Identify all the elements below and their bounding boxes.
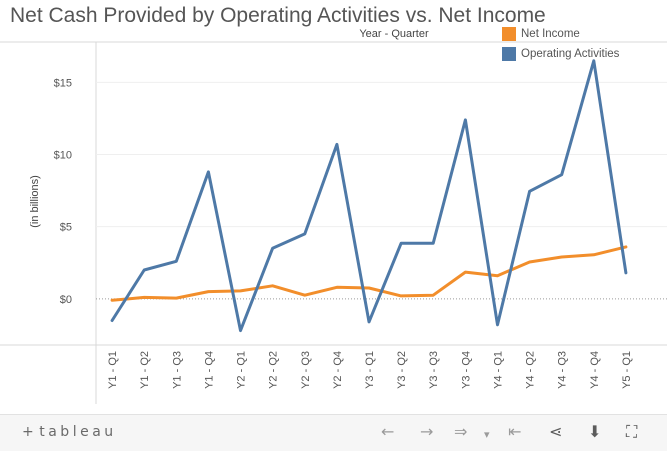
x-tick-label: Y4 - Q2 [525,351,537,389]
legend-label-net-income: Net Income [521,28,580,40]
y-tick-label: $10 [54,150,72,162]
x-tick-label: Y3 - Q1 [364,351,376,389]
x-tick-label: Y4 - Q4 [589,351,601,389]
revert-dropdown-icon[interactable]: ▾ [484,428,490,441]
tableau-wordmark: tableau [39,424,117,440]
x-tick-label: Y1 - Q1 [107,351,119,389]
x-tick-label: Y3 - Q4 [460,351,472,389]
x-tick-label: Y3 - Q3 [428,351,440,389]
x-tick-label: Y2 - Q3 [300,351,312,389]
legend-item-net-income[interactable]: Net Income [502,24,619,44]
x-tick-label: Y2 - Q1 [236,351,248,389]
x-tick-label: Y2 - Q4 [332,351,344,389]
legend-swatch-operating-activities [502,47,516,61]
y-tick-label: $5 [60,222,72,234]
x-tick-label: Y1 - Q4 [203,351,215,389]
legend-item-operating-activities[interactable]: Operating Activities [502,44,619,64]
column-header-year-quarter: Year - Quarter [359,28,429,40]
x-tick-label: Y5 - Q1 [621,351,633,389]
x-tick-label: Y4 - Q1 [492,351,504,389]
series-line-operating-activities[interactable] [110,59,628,333]
download-icon[interactable]: ⬇ [588,422,602,441]
x-tick-label: Y4 - Q3 [557,351,569,389]
tableau-logo[interactable]: + tableau [22,424,117,440]
legend-label-operating-activities: Operating Activities [521,48,620,60]
y-axis-title: (in billions) [29,175,41,228]
legend-swatch-net-income [502,27,516,41]
share-icon[interactable]: ⋖ [549,422,563,441]
redo-icon[interactable]: → [420,422,434,441]
toolbar: + tableau ← → ⇒ ▾ ⇤ ⋖ ⬇ ⛶ [0,414,667,451]
tableau-plus-icon: + [22,424,38,440]
y-tick-label: $0 [60,294,72,306]
undo-icon[interactable]: ← [381,422,395,441]
legend: Net Income Operating Activities [502,24,619,64]
x-tick-label: Y1 - Q2 [139,351,151,389]
reset-icon[interactable]: ⇤ [508,422,522,441]
x-tick-label: Y1 - Q3 [171,351,183,389]
x-tick-label: Y2 - Q2 [268,351,280,389]
series-line-net-income[interactable] [110,245,628,302]
x-tick-label: Y3 - Q2 [396,351,408,389]
line-chart: Year - Quarter $0 $5 $10 $15 (in billions) Y1 … [0,28,667,404]
revert-icon[interactable]: ⇒ [454,422,468,441]
chart-title: Net Cash Provided by Operating Activitie… [10,4,546,27]
fullscreen-icon[interactable]: ⛶ [626,422,638,441]
y-tick-label: $15 [54,77,72,89]
